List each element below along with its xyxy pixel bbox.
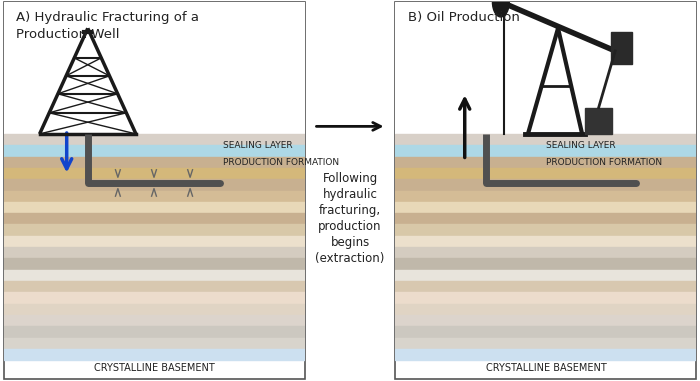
Text: PRODUCTION FORMATION: PRODUCTION FORMATION bbox=[223, 158, 340, 167]
Bar bbox=[395, 145, 696, 157]
Bar bbox=[395, 315, 696, 326]
Bar bbox=[395, 326, 696, 338]
Bar bbox=[4, 349, 304, 360]
Bar bbox=[4, 224, 304, 236]
Bar bbox=[395, 281, 696, 292]
Bar bbox=[395, 2, 696, 134]
Bar bbox=[4, 179, 304, 190]
Bar bbox=[395, 349, 696, 360]
Bar bbox=[4, 326, 304, 338]
Bar bbox=[4, 145, 304, 157]
Bar bbox=[395, 190, 696, 202]
Bar bbox=[4, 247, 304, 258]
Polygon shape bbox=[493, 0, 510, 17]
Text: A) Hydraulic Fracturing of a
Production Well: A) Hydraulic Fracturing of a Production … bbox=[15, 11, 199, 41]
Bar bbox=[4, 168, 304, 179]
Bar bbox=[4, 304, 304, 315]
Bar bbox=[4, 134, 304, 145]
Bar bbox=[4, 292, 304, 304]
Bar bbox=[395, 270, 696, 281]
Bar bbox=[395, 134, 696, 145]
Bar bbox=[395, 157, 696, 168]
Text: PRODUCTION FORMATION: PRODUCTION FORMATION bbox=[546, 158, 662, 167]
Text: Following
hydraulic
fracturing,
production
begins
(extraction): Following hydraulic fracturing, producti… bbox=[315, 171, 385, 265]
Bar bbox=[4, 190, 304, 202]
Text: CRYSTALLINE BASEMENT: CRYSTALLINE BASEMENT bbox=[486, 363, 606, 373]
Text: B) Oil Production: B) Oil Production bbox=[407, 11, 519, 24]
Bar bbox=[4, 2, 304, 134]
Bar bbox=[395, 292, 696, 304]
Bar bbox=[395, 338, 696, 349]
Bar bbox=[4, 315, 304, 326]
Bar bbox=[4, 258, 304, 270]
Bar bbox=[395, 179, 696, 190]
Bar bbox=[395, 213, 696, 224]
Text: CRYSTALLINE BASEMENT: CRYSTALLINE BASEMENT bbox=[94, 363, 214, 373]
Bar bbox=[4, 236, 304, 247]
Polygon shape bbox=[610, 32, 631, 64]
Bar bbox=[395, 247, 696, 258]
Bar bbox=[4, 281, 304, 292]
Bar bbox=[4, 213, 304, 224]
Bar bbox=[4, 270, 304, 281]
Text: SEALING LAYER: SEALING LAYER bbox=[546, 141, 615, 150]
Polygon shape bbox=[585, 107, 612, 134]
Bar bbox=[395, 224, 696, 236]
Bar bbox=[4, 338, 304, 349]
Bar bbox=[395, 202, 696, 213]
Bar bbox=[395, 168, 696, 179]
Bar bbox=[395, 304, 696, 315]
Bar bbox=[395, 258, 696, 270]
Text: SEALING LAYER: SEALING LAYER bbox=[223, 141, 293, 150]
Bar bbox=[395, 236, 696, 247]
Bar bbox=[4, 157, 304, 168]
Bar bbox=[4, 202, 304, 213]
